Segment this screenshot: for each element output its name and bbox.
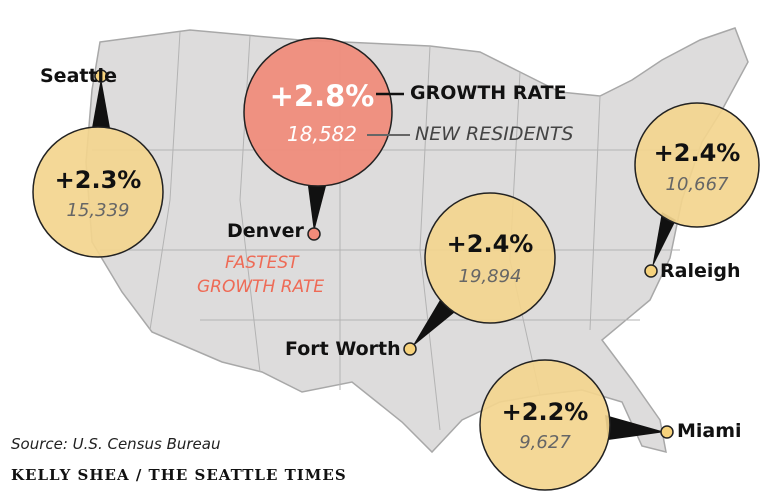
- miami-dot: [660, 425, 674, 439]
- seattle-rate: +2.3%: [54, 166, 142, 194]
- raleigh-residents: 10,667: [665, 174, 729, 195]
- legend-new-residents: NEW RESIDENTS: [415, 123, 574, 145]
- fortworth-residents: 19,894: [458, 266, 522, 287]
- seattle-dot: [94, 69, 108, 83]
- seattle-residents: 15,339: [66, 200, 130, 221]
- denver-residents: 18,582: [287, 122, 357, 146]
- credit-line: KELLY SHEA / THE SEATTLE TIMES: [11, 466, 347, 484]
- fastest-note-line2: GROWTH RATE: [197, 277, 325, 297]
- fortworth-pointer: [412, 300, 455, 347]
- miami-bubble: [479, 359, 611, 491]
- state-borders: [92, 31, 720, 431]
- legend-growth-rate: GROWTH RATE: [410, 82, 567, 104]
- miami-label: Miami: [677, 420, 742, 442]
- miami-rate: +2.2%: [501, 398, 589, 426]
- raleigh-bubble: [634, 102, 760, 228]
- miami-residents: 9,627: [519, 432, 571, 453]
- denver-bubble: [243, 37, 393, 187]
- seattle-pointer: [92, 78, 110, 128]
- seattle-label: Seattle: [40, 65, 117, 87]
- denver-label: Denver: [227, 220, 304, 242]
- raleigh-rate: +2.4%: [653, 139, 741, 167]
- fortworth-dot: [403, 342, 417, 356]
- fastest-note-line1: FASTEST: [225, 253, 299, 273]
- denver-dot: [307, 227, 321, 241]
- raleigh-dot: [644, 264, 658, 278]
- raleigh-label: Raleigh: [660, 260, 741, 282]
- miami-pointer: [605, 415, 665, 440]
- fortworth-rate: +2.4%: [446, 230, 534, 258]
- denver-rate: +2.8%: [269, 79, 375, 113]
- source-note: Source: U.S. Census Bureau: [11, 435, 221, 453]
- fortworth-label: Fort Worth: [285, 338, 401, 360]
- seattle-bubble: [32, 126, 164, 258]
- denver-pointer: [308, 186, 326, 232]
- fortworth-bubble: [424, 192, 556, 324]
- raleigh-pointer: [652, 212, 676, 268]
